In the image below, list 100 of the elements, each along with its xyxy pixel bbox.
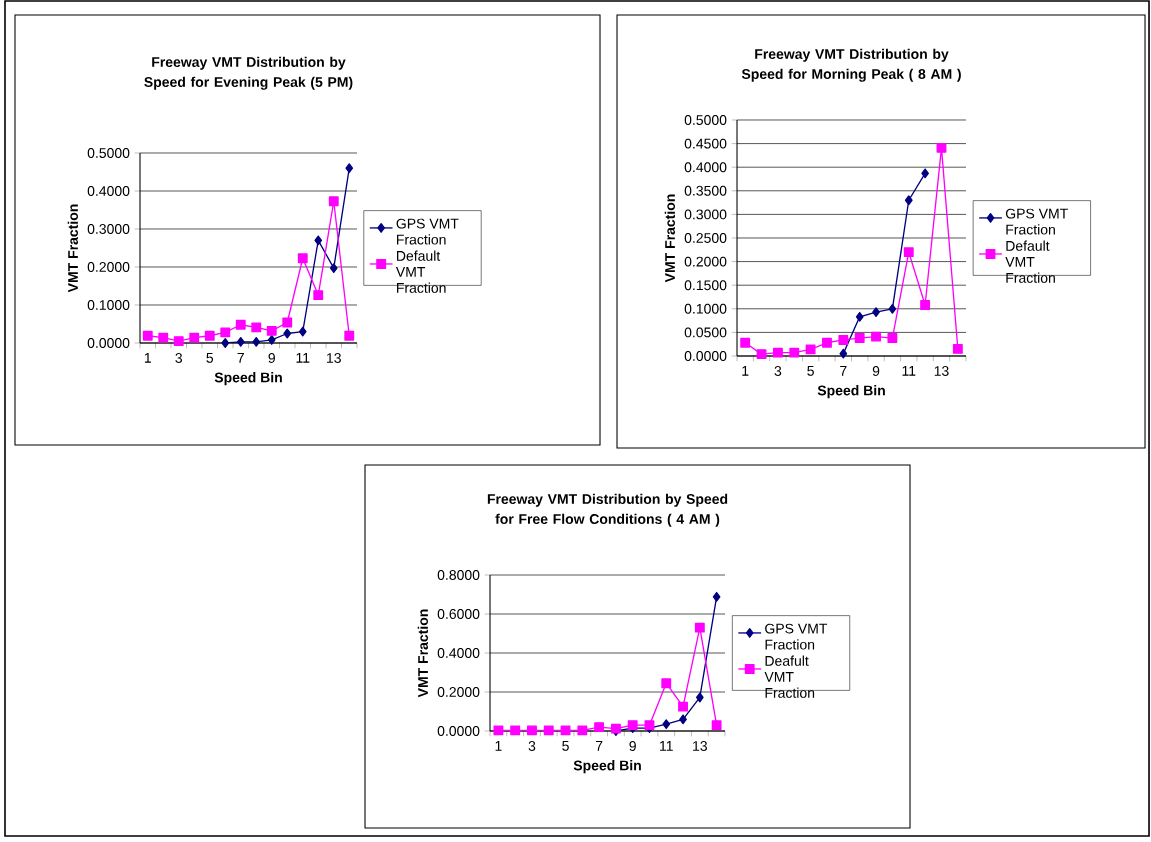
x-tick-label: 1 xyxy=(495,741,502,751)
point xyxy=(920,300,931,310)
y-tick-label: 0.1000 xyxy=(87,300,130,310)
y-tick-label: 0.4500 xyxy=(684,138,727,149)
point xyxy=(204,330,215,341)
point xyxy=(329,263,338,274)
y-axis-title: VMT Fraction xyxy=(664,194,675,283)
y-axis-title: VMT Fraction xyxy=(67,204,78,293)
y-tick-label: 0.8000 xyxy=(437,570,480,580)
point xyxy=(952,343,963,354)
chart-title: Freeway VMT Distribution by Speed for Morning Peak ( 8 AM ) xyxy=(741,48,961,82)
x-axis-title: Speed Bin xyxy=(573,760,641,774)
point xyxy=(694,622,705,633)
point xyxy=(313,290,324,301)
point xyxy=(221,338,230,348)
x-tick-label: 7 xyxy=(595,741,603,751)
point xyxy=(283,328,292,339)
point xyxy=(679,714,687,725)
point xyxy=(158,332,169,343)
point xyxy=(903,247,914,258)
x-tick-label: 5 xyxy=(562,741,569,751)
point xyxy=(560,725,571,736)
y-tick-label: 0.4000 xyxy=(437,648,480,658)
point xyxy=(695,692,704,703)
x-tick-label: 3 xyxy=(528,741,536,751)
x-tick-label: 3 xyxy=(175,353,183,363)
point xyxy=(236,336,245,347)
point xyxy=(855,311,864,322)
point xyxy=(904,195,913,206)
y-tick-label: 0.4000 xyxy=(87,186,130,196)
x-axis-title: Speed Bin xyxy=(817,385,885,399)
x-tick-label: 9 xyxy=(629,741,636,751)
x-tick-label: 11 xyxy=(660,741,673,751)
x-tick-label: 13 xyxy=(934,366,949,376)
x-tick-label: 11 xyxy=(902,366,916,376)
point xyxy=(661,678,672,689)
chart-title: Freeway VMT Distribution by Speed for Evening Peak (5 PM) xyxy=(144,56,353,90)
point xyxy=(662,719,671,730)
x-tick-label: 3 xyxy=(774,366,782,376)
point xyxy=(838,335,849,345)
legend-label: GPS VMT Fraction xyxy=(396,218,459,245)
point xyxy=(298,326,307,337)
point xyxy=(872,307,880,318)
legend-label: GPS VMT Fraction xyxy=(1005,208,1068,235)
point xyxy=(235,319,246,330)
y-tick-label: 0.0000 xyxy=(684,351,727,361)
point xyxy=(887,333,898,343)
point xyxy=(772,347,783,358)
x-tick-label: 13 xyxy=(327,353,341,363)
point xyxy=(493,725,504,736)
y-tick-label: 0.3500 xyxy=(684,185,727,196)
x-tick-label: 5 xyxy=(206,353,214,363)
point xyxy=(711,720,722,731)
x-tick-label: 1 xyxy=(742,366,749,376)
point xyxy=(789,347,800,358)
y-tick-label: 0.2000 xyxy=(87,262,130,272)
point xyxy=(871,331,881,342)
point xyxy=(314,235,323,246)
point xyxy=(594,722,605,733)
x-tick-label: 11 xyxy=(296,353,310,363)
point xyxy=(142,330,153,341)
point xyxy=(189,332,200,343)
y-tick-label: 0.3000 xyxy=(684,209,727,220)
y-tick-label: 0.2000 xyxy=(437,687,480,697)
y-tick-label: 0.6000 xyxy=(437,609,480,619)
y-tick-label: 0.2500 xyxy=(684,233,727,243)
point xyxy=(251,322,262,333)
y-tick-label: 0.0000 xyxy=(437,726,480,736)
point xyxy=(577,725,588,736)
point xyxy=(888,303,897,314)
point xyxy=(678,701,688,712)
point xyxy=(839,348,848,359)
point xyxy=(510,725,521,736)
point xyxy=(328,196,339,207)
point xyxy=(854,333,865,343)
point xyxy=(267,335,276,345)
point xyxy=(345,163,354,174)
y-tick-label: 0.5000 xyxy=(87,148,130,158)
x-tick-label: 13 xyxy=(693,741,707,751)
point xyxy=(712,591,721,602)
y-tick-label: 0.0500 xyxy=(684,327,727,338)
x-tick-label: 9 xyxy=(268,353,275,363)
point xyxy=(252,336,261,347)
point xyxy=(282,317,293,328)
y-tick-label: 0.4000 xyxy=(684,162,727,173)
point xyxy=(756,349,767,360)
legend-label: GPS VMT Fraction xyxy=(765,623,828,650)
x-tick-label: 7 xyxy=(840,366,847,376)
y-tick-label: 0.3000 xyxy=(87,224,130,234)
point xyxy=(740,337,751,348)
x-tick-label: 7 xyxy=(237,353,244,363)
point xyxy=(297,253,308,264)
legend-label: Default VMT Fraction xyxy=(1005,240,1055,283)
x-tick-label: 5 xyxy=(807,366,814,376)
point xyxy=(173,336,184,347)
point xyxy=(822,337,832,348)
y-axis-title: VMT Fraction xyxy=(417,609,428,698)
point xyxy=(527,725,537,736)
x-axis-title: Speed Bin xyxy=(214,372,282,386)
point xyxy=(266,325,277,336)
